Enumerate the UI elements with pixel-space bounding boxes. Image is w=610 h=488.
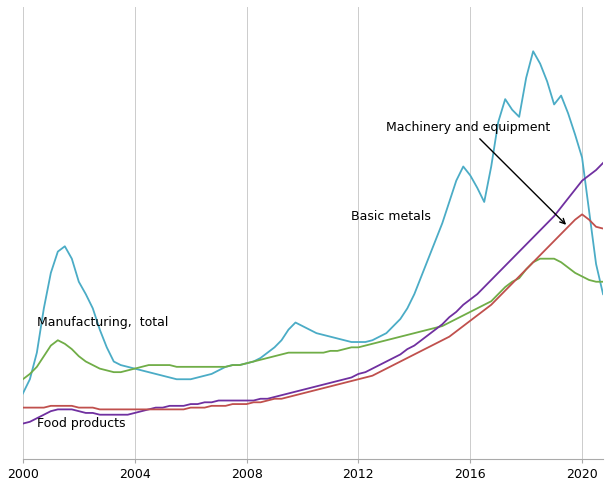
Text: Manufacturing,  total: Manufacturing, total (37, 316, 168, 329)
Text: Machinery and equipment: Machinery and equipment (386, 121, 565, 224)
Text: Basic metals: Basic metals (351, 210, 431, 223)
Text: Food products: Food products (37, 417, 126, 430)
